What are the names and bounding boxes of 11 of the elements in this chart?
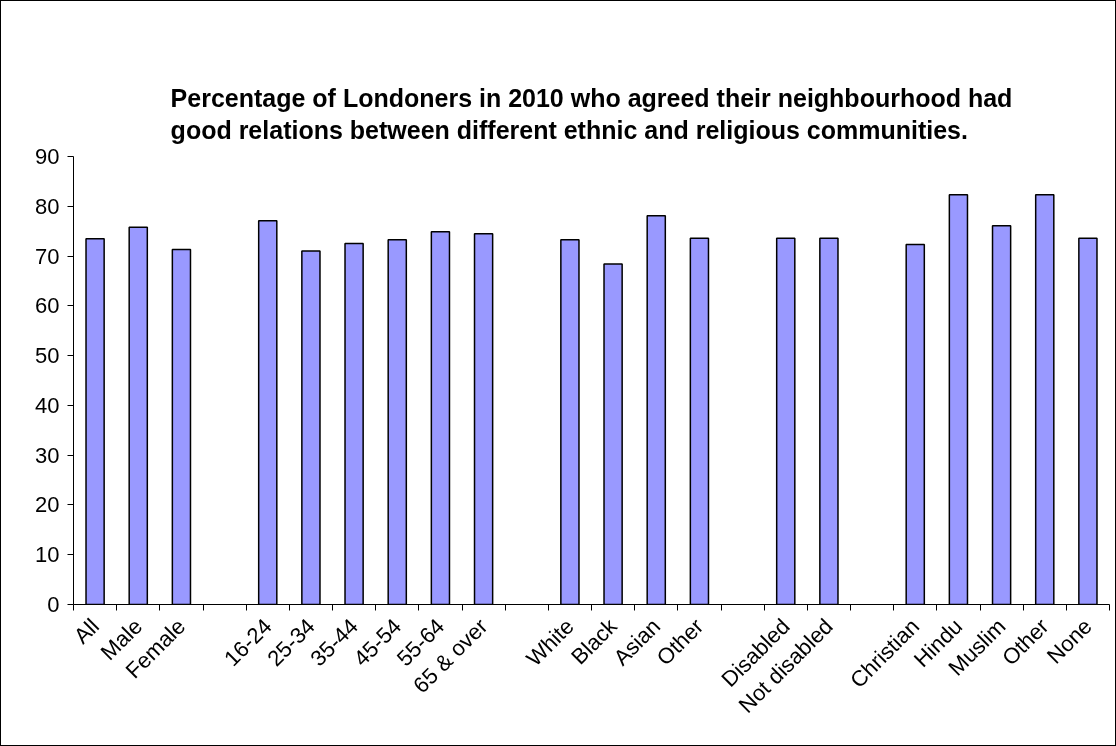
y-tick-label: 10 (35, 542, 60, 568)
y-tick-label: 30 (35, 442, 60, 468)
chart-title: Percentage of Londoners in 2010 who agreed their neighbourhood had good relations between different ethnic and religious communities. (170, 84, 1013, 145)
y-tick-label: 50 (35, 343, 60, 369)
y-tick-label: 40 (35, 392, 60, 418)
y-tick-label: 90 (35, 144, 60, 169)
y-tick-label: 0 (47, 592, 60, 617)
y-tick-label: 80 (35, 193, 60, 219)
y-tick-label: 20 (35, 492, 60, 518)
y-tick-label: 60 (35, 293, 60, 319)
y-tick-label: 70 (35, 243, 60, 269)
